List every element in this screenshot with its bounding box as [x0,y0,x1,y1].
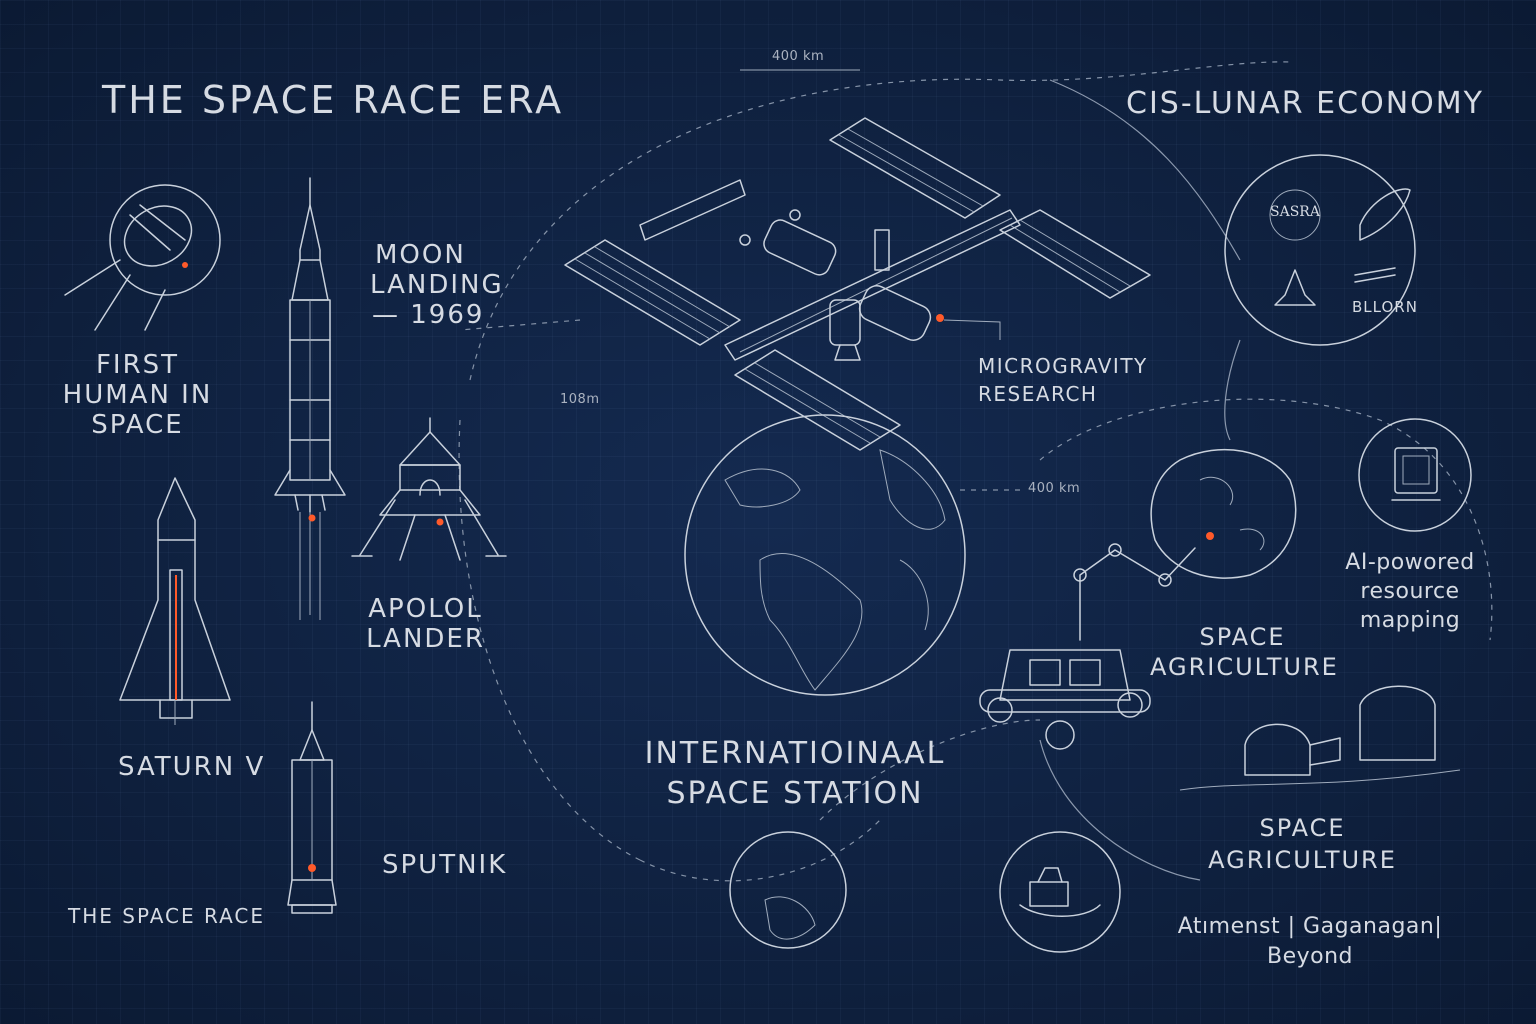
asteroid-icon [1150,448,1297,579]
right-footer: Atımenst | Gaganagan| Beyond [1150,912,1470,972]
right-footer-line-1: Atımenst | Gaganagan| [1177,914,1443,939]
right-footer-line-2: Beyond [1266,944,1353,969]
space-race-title: THE SPACE RACE ERA [102,78,565,122]
iss-label: INTERNATIOINAAL SPACE STATION [620,734,970,814]
station-length-dim: 108m [560,392,600,407]
sputnik-label: SPUTNIK [382,850,508,880]
first-human-line-3: SPACE [91,410,184,440]
micro-line-1: MICROGRAVITY [978,354,1148,378]
moon-landing-label: MOON LANDING — 1969 [370,240,504,330]
habitat-domes-icon [1179,685,1461,791]
saturn-v-label: SATURN V [118,752,266,782]
iss-line-1: INTERNATIOINAAL [644,736,946,771]
micro-line-2: RESEARCH [978,382,1098,406]
apollo-lander-icon [351,417,507,561]
ai-line-1: AI-powored [1345,550,1475,575]
cis-lunar-title: CIS-LUNAR ECONOMY [1126,86,1484,121]
iss-icon [564,117,1151,451]
earth-globe-icon [684,414,966,696]
agri1-line-2: AGRICULTURE [1150,653,1339,681]
apollo-lander-label: APOLOL LANDER [358,594,493,654]
space-agriculture-label-1: SPACE AGRICULTURE [1150,622,1339,682]
microgravity-label: MICROGRAVITY RESEARCH [978,352,1148,408]
agri2-line-1: SPACE [1259,814,1346,842]
orbit-altitude-right: 400 km [1028,481,1081,496]
logo-bllorn: BLLORN [1352,298,1418,316]
agri2-line-2: AGRICULTURE [1208,846,1397,874]
moon-landing-line-2: LANDING [370,270,504,300]
ai-line-3: mapping [1359,608,1461,633]
lunar-lander-icon [999,831,1121,953]
orbit-paths [458,61,1493,882]
orbit-altitude-top: 400 km [772,49,825,64]
ai-chip-icon [1358,418,1472,532]
sputnik-satellite-icon [64,184,221,331]
logo-sasra: SASRA [1270,204,1320,220]
agri1-line-1: SPACE [1199,623,1286,651]
small-earth-icon [729,831,847,949]
saturn-v-rocket-icon [274,177,346,620]
first-human-label: FIRST HUMAN IN SPACE [60,350,215,440]
moon-landing-line-3: — 1969 [372,300,485,330]
ai-mapping-label: AI-powored resource mapping [1330,548,1490,635]
space-shuttle-icon [119,477,231,725]
ai-line-2: resource [1360,579,1460,604]
moon-landing-line-1: MOON [375,240,466,270]
iss-line-2: SPACE STATION [666,776,924,811]
apollo-line-2: LANDER [366,624,485,654]
first-human-line-2: HUMAN IN [62,380,213,410]
space-agriculture-label-2: SPACE AGRICULTURE [1205,812,1400,876]
apollo-line-1: APOLOL [368,594,483,624]
small-rocket-icon [287,701,337,914]
robotic-rover-icon [979,543,1196,750]
first-human-line-1: FIRST [95,350,180,380]
space-race-footer: THE SPACE RACE [68,904,266,928]
partner-logos-circle [1224,154,1416,346]
